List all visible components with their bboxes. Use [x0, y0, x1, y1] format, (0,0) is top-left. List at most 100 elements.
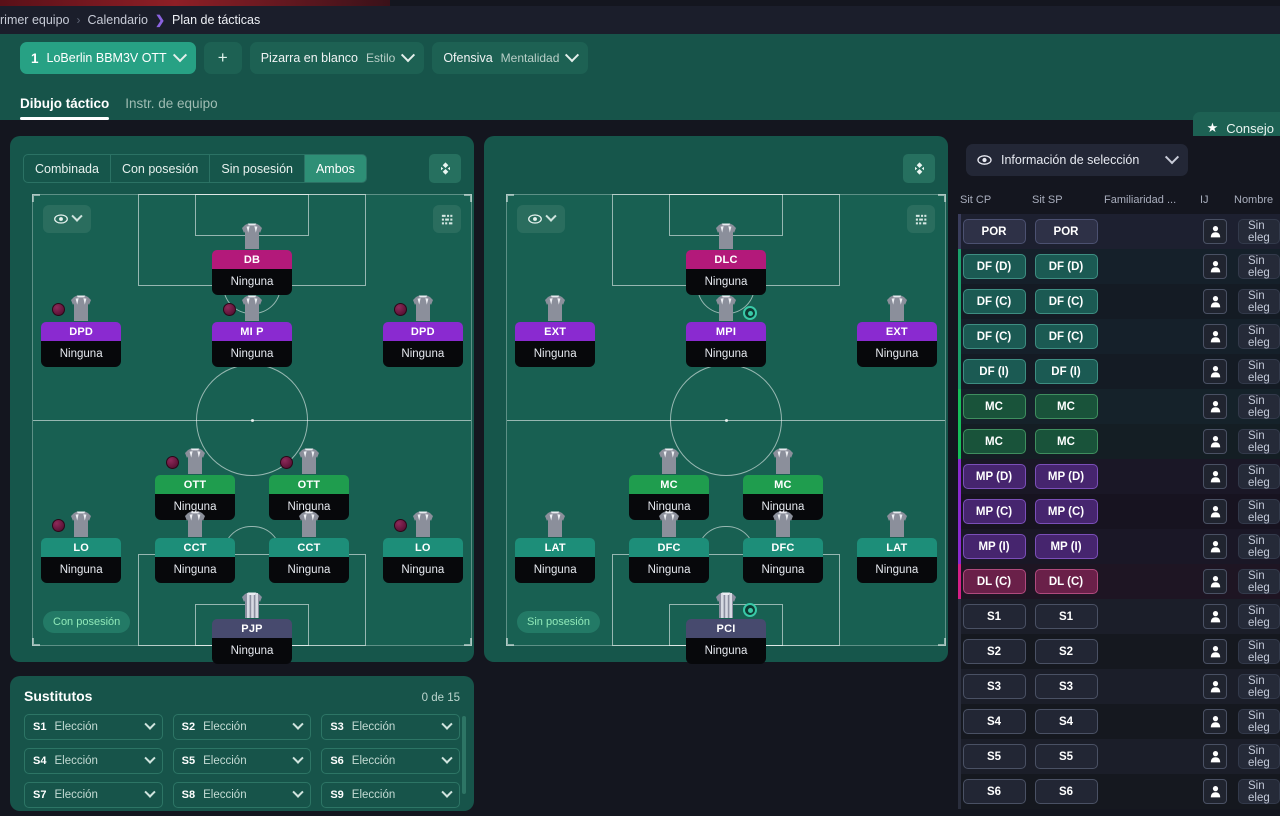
player-name-label[interactable]: Ninguna — [686, 638, 766, 664]
segment-con-posesion[interactable]: Con posesión — [109, 154, 210, 183]
position-badge-sp[interactable]: MP (C) — [1034, 499, 1098, 524]
player-name-label[interactable]: Ninguna — [268, 494, 349, 520]
player-name-label[interactable]: Ninguna — [41, 341, 122, 367]
player-position-label[interactable]: LO — [382, 538, 463, 557]
player-avatar-icon[interactable] — [1203, 219, 1227, 244]
player-name-label[interactable]: Ninguna — [382, 341, 463, 367]
substitute-slot-s1[interactable]: S1 Elección — [24, 714, 163, 740]
player-position-label[interactable]: MC — [629, 475, 710, 494]
position-badge-sp[interactable]: S2 — [1034, 639, 1098, 664]
player-name-label[interactable]: Ninguna — [268, 557, 349, 583]
player-token[interactable]: EXT Ninguna — [515, 294, 596, 367]
player-avatar-icon[interactable] — [1203, 394, 1227, 419]
table-row[interactable]: DF (C) DF (C) Sin eleg — [958, 284, 1280, 319]
table-row[interactable]: MP (I) MP (I) Sin eleg — [958, 529, 1280, 564]
mentality-selector[interactable]: Ofensiva Mentalidad — [432, 42, 589, 74]
player-name-label[interactable]: Ninguna — [212, 341, 292, 367]
player-position-label[interactable]: DLC — [686, 250, 766, 269]
table-row[interactable]: MC MC Sin eleg — [958, 424, 1280, 459]
player-token[interactable]: MPI Ninguna — [686, 294, 766, 367]
substitute-slot-s4[interactable]: S4 Elección — [24, 748, 163, 774]
table-row[interactable]: DF (I) DF (I) Sin eleg — [958, 354, 1280, 389]
player-name-select[interactable]: Sin eleg — [1238, 254, 1280, 279]
player-name-label[interactable]: Ninguna — [382, 557, 463, 583]
breadcrumb-item-calendar[interactable]: Calendario — [87, 13, 148, 27]
substitute-slot-s6[interactable]: S6 Elección — [321, 748, 460, 774]
table-row[interactable]: S4 S4 Sin eleg — [958, 704, 1280, 739]
player-name-label[interactable]: Ninguna — [856, 341, 937, 367]
player-name-select[interactable]: Sin eleg — [1238, 534, 1280, 559]
player-name-select[interactable]: Sin eleg — [1238, 219, 1280, 244]
table-row[interactable]: DF (C) DF (C) Sin eleg — [958, 319, 1280, 354]
player-name-select[interactable]: Sin eleg — [1238, 359, 1280, 384]
position-badge-sp[interactable]: DF (I) — [1034, 359, 1098, 384]
player-avatar-icon[interactable] — [1203, 289, 1227, 314]
player-avatar-icon[interactable] — [1203, 359, 1227, 384]
player-avatar-icon[interactable] — [1203, 464, 1227, 489]
pitch-grid-toggle-right[interactable] — [907, 205, 935, 233]
player-token[interactable]: LAT Ninguna — [515, 510, 596, 583]
player-avatar-icon[interactable] — [1203, 604, 1227, 629]
player-position-label[interactable]: CCT — [268, 538, 349, 557]
pitch-view-toggle-right[interactable] — [517, 205, 565, 233]
player-position-label[interactable]: DPD — [41, 322, 122, 341]
player-avatar-icon[interactable] — [1203, 534, 1227, 559]
pitch-canvas-left[interactable]: Con posesión DB Ninguna DPD Ninguna MI P Ning… — [32, 194, 472, 664]
player-name-select[interactable]: Sin eleg — [1238, 289, 1280, 314]
player-name-label[interactable]: Ninguna — [212, 638, 292, 664]
position-badge-cp[interactable]: S2 — [962, 639, 1026, 664]
position-badge-cp[interactable]: DL (C) — [962, 569, 1026, 594]
table-row[interactable]: DL (C) DL (C) Sin eleg — [958, 564, 1280, 599]
position-badge-sp[interactable]: MC — [1034, 429, 1098, 454]
player-name-label[interactable]: Ninguna — [41, 557, 122, 583]
player-name-label[interactable]: Ninguna — [686, 341, 766, 367]
player-token[interactable]: MC Ninguna — [742, 447, 823, 520]
player-avatar-icon[interactable] — [1203, 744, 1227, 769]
position-badge-cp[interactable]: DF (D) — [962, 254, 1026, 279]
player-token[interactable]: DPD Ninguna — [382, 294, 463, 367]
player-avatar-icon[interactable] — [1203, 254, 1227, 279]
player-position-label[interactable]: MPI — [686, 322, 766, 341]
substitute-slot-s5[interactable]: S5 Elección — [172, 748, 312, 774]
substitute-slot-s8[interactable]: S8 Elección — [172, 782, 312, 808]
player-position-label[interactable]: CCT — [155, 538, 236, 557]
position-badge-cp[interactable]: DF (I) — [962, 359, 1026, 384]
substitutes-scrollbar[interactable] — [462, 716, 466, 794]
player-avatar-icon[interactable] — [1203, 779, 1227, 804]
substitute-slot-s7[interactable]: S7 Elección — [24, 782, 163, 808]
substitute-slot-s3[interactable]: S3 Elección — [321, 714, 460, 740]
position-badge-cp[interactable]: MC — [962, 394, 1026, 419]
player-name-select[interactable]: Sin eleg — [1238, 639, 1280, 664]
table-row[interactable]: MP (D) MP (D) Sin eleg — [958, 459, 1280, 494]
player-token[interactable]: OTT Ninguna — [155, 447, 236, 520]
position-badge-sp[interactable]: S1 — [1034, 604, 1098, 629]
player-token[interactable]: DLC Ninguna — [686, 222, 766, 295]
position-badge-sp[interactable]: DL (C) — [1034, 569, 1098, 594]
player-token[interactable]: DPD Ninguna — [41, 294, 122, 367]
segment-combinada[interactable]: Combinada — [23, 154, 110, 183]
player-position-label[interactable]: MC — [742, 475, 823, 494]
player-name-select[interactable]: Sin eleg — [1238, 779, 1280, 804]
player-token[interactable]: LAT Ninguna — [856, 510, 937, 583]
position-badge-sp[interactable]: POR — [1034, 219, 1098, 244]
player-position-label[interactable]: PCI — [686, 619, 766, 638]
position-badge-cp[interactable]: S4 — [962, 709, 1026, 734]
player-token[interactable]: PCI Ninguna — [686, 591, 766, 664]
segment-ambos[interactable]: Ambos — [303, 154, 367, 183]
table-row[interactable]: MP (C) MP (C) Sin eleg — [958, 494, 1280, 529]
player-position-label[interactable]: LO — [41, 538, 122, 557]
player-position-label[interactable]: EXT — [856, 322, 937, 341]
position-badge-cp[interactable]: MP (I) — [962, 534, 1026, 559]
position-badge-sp[interactable]: DF (D) — [1034, 254, 1098, 279]
flip-tactic-icon[interactable] — [429, 154, 461, 183]
pitch-canvas-right[interactable]: Sin posesión DLC Ninguna EXT Ninguna MPI Ning… — [506, 194, 946, 664]
position-badge-sp[interactable]: S6 — [1034, 779, 1098, 804]
player-name-select[interactable]: Sin eleg — [1238, 569, 1280, 594]
player-position-label[interactable]: DPD — [382, 322, 463, 341]
player-name-select[interactable]: Sin eleg — [1238, 324, 1280, 349]
player-name-select[interactable]: Sin eleg — [1238, 464, 1280, 489]
position-badge-cp[interactable]: DF (C) — [962, 289, 1026, 314]
breadcrumb-item-tactics[interactable]: Plan de tácticas — [172, 13, 261, 27]
player-position-label[interactable]: OTT — [155, 475, 236, 494]
player-token[interactable]: DB Ninguna — [212, 222, 292, 295]
